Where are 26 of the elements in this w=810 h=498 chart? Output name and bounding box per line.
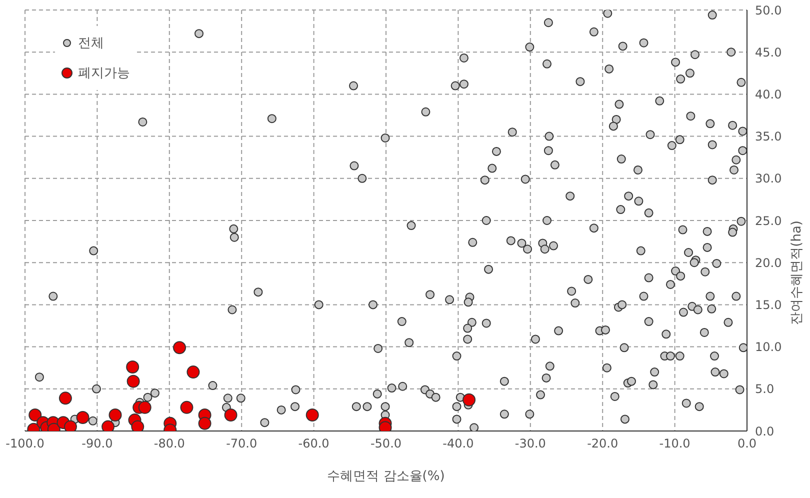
y-tick-label: 45.0	[755, 45, 782, 60]
x-tick-label: -60.0	[298, 436, 330, 451]
y-tick-label: 30.0	[755, 172, 782, 186]
x-tick-label: -80.0	[154, 436, 185, 451]
x-tick-label: -30.0	[514, 436, 546, 451]
y-tick-label: 35.0	[755, 130, 782, 144]
x-tick-label: -100.0	[6, 436, 44, 451]
y-tick-label: 10.0	[755, 340, 782, 354]
x-tick-label: -10.0	[659, 436, 690, 451]
y-tick-label: 5.0	[755, 382, 774, 396]
y-axis-title: 잔여수혜면적(ha)	[790, 220, 805, 325]
y-tick-label: 25.0	[755, 214, 782, 228]
x-tick-label: -20.0	[587, 436, 618, 451]
x-axis-title: 수혜면적 감소율(%)	[327, 469, 445, 484]
x-tick-label: 0.0	[737, 436, 757, 451]
legend-label: 폐지가능	[78, 65, 130, 82]
y-tick-label: 0.0	[755, 424, 774, 438]
y-tick-label: 20.0	[755, 256, 782, 270]
y-tick-label: 50.0	[755, 3, 782, 18]
legend-label: 전체	[78, 35, 104, 52]
x-tick-label: -90.0	[82, 436, 113, 451]
x-tick-label: -50.0	[370, 436, 402, 451]
y-tick-label: 15.0	[755, 298, 782, 312]
x-tick-label: -40.0	[442, 436, 474, 451]
x-tick-label: -70.0	[226, 436, 258, 451]
y-tick-label: 40.0	[755, 87, 782, 102]
